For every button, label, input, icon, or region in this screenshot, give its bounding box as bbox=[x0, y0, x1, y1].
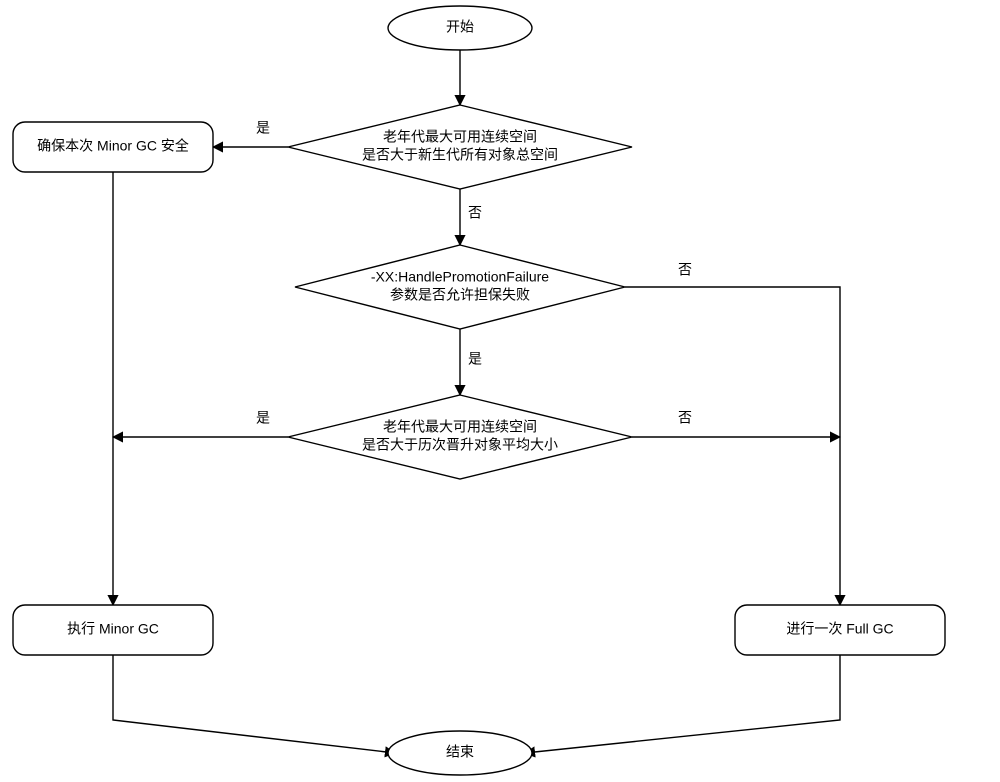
edge-label-e_d3_left: 是 bbox=[256, 410, 270, 426]
node-text-d1-line1: 是否大于新生代所有对象总空间 bbox=[362, 147, 558, 163]
node-end: 结束 bbox=[388, 731, 532, 775]
node-text-minor-line0: 执行 Minor GC bbox=[67, 621, 159, 637]
node-minor: 执行 Minor GC bbox=[13, 605, 213, 655]
node-d3: 老年代最大可用连续空间是否大于历次晋升对象平均大小 bbox=[288, 395, 632, 479]
node-full: 进行一次 Full GC bbox=[735, 605, 945, 655]
node-d2: -XX:HandlePromotionFailure 参数是否允许担保失败 bbox=[295, 245, 625, 329]
node-text-safe-line0: 确保本次 Minor GC 安全 bbox=[37, 138, 189, 154]
node-text-d2-line1: 参数是否允许担保失败 bbox=[390, 287, 530, 303]
edge-e_minor_end bbox=[113, 655, 395, 753]
edge-e_full_end bbox=[525, 655, 840, 753]
node-text-d1-line0: 老年代最大可用连续空间 bbox=[383, 129, 537, 145]
node-text-start-line0: 开始 bbox=[446, 19, 474, 35]
edge-label-e_d3_right: 否 bbox=[678, 410, 692, 426]
node-text-d3-line1: 是否大于历次晋升对象平均大小 bbox=[362, 437, 558, 453]
node-text-d3-line0: 老年代最大可用连续空间 bbox=[383, 419, 537, 435]
node-safe: 确保本次 Minor GC 安全 bbox=[13, 122, 213, 172]
edge-label-e_d1_d2: 否 bbox=[468, 205, 482, 221]
edge-label-e_d2_full: 否 bbox=[678, 262, 692, 278]
flowchart-canvas: 是否否是是否开始老年代最大可用连续空间是否大于新生代所有对象总空间确保本次 Mi… bbox=[0, 0, 1000, 782]
node-start: 开始 bbox=[388, 6, 532, 50]
edge-label-e_d1_safe: 是 bbox=[256, 120, 270, 136]
node-d1: 老年代最大可用连续空间是否大于新生代所有对象总空间 bbox=[288, 105, 632, 189]
edge-label-e_d2_d3: 是 bbox=[468, 351, 482, 367]
node-text-d2-line0: -XX:HandlePromotionFailure bbox=[371, 269, 549, 285]
edge-e_d2_full bbox=[625, 287, 840, 605]
node-text-end-line0: 结束 bbox=[446, 744, 474, 760]
node-text-full-line0: 进行一次 Full GC bbox=[786, 621, 893, 637]
